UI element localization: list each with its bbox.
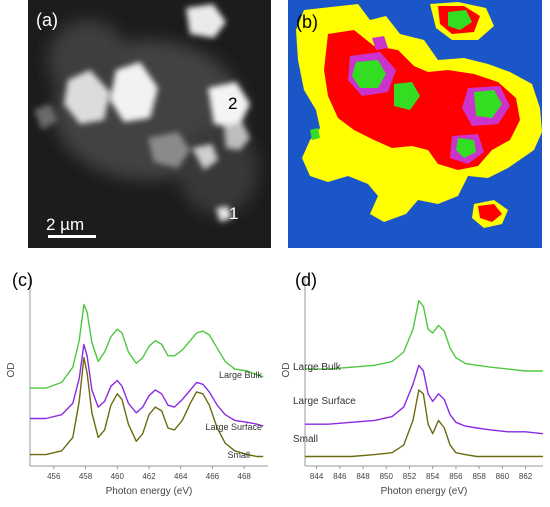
chart-d-series [305,300,544,458]
chart-d-series-label: Small [293,434,318,445]
chart-c-xtick-label: 456 [47,472,61,481]
panel-a-micrograph: (a) 2 1 2 µm [28,0,271,248]
chart-c-ylabel: OD [6,363,17,378]
chart-d-series-large-surface [305,364,544,435]
chart-c-series-large-bulk [30,303,264,389]
panel-a-image: (a) 2 1 2 µm [28,0,271,248]
panel-d-chart: 844 846 848 850 852 854 856 858 860 862 Large Bul… [281,270,544,497]
chart-d-xtick-label: 854 [426,472,440,481]
marker-2: 2 [228,94,237,113]
chart-d-xtick-label: 850 [380,472,394,481]
chart-d-ylabel: OD [281,363,292,378]
chart-d-series-small [305,389,543,458]
chart-d-ticks: 844 846 848 850 852 854 856 858 860 862 [310,466,533,481]
chart-c-xtick-label: 464 [174,472,188,481]
panel-b-map: (b) [288,0,542,248]
chart-d-series-large-bulk [305,300,543,372]
chart-c-xlabel: Photon energy (eV) [106,486,193,497]
panel-b-component-map: (b) [288,0,542,248]
panel-b-label: (b) [296,12,318,32]
chart-c-xtick-label: 468 [238,472,252,481]
scale-bar [48,235,96,238]
panel-c-spectra: 456 458 460 462 464 466 468 Large Bulk Large Su… [0,258,272,502]
chart-c-series-label: Large Surface [205,422,262,432]
scale-bar-label: 2 µm [46,215,84,234]
chart-d-axes [304,276,543,467]
chart-d-xlabel: Photon energy (eV) [381,486,468,497]
chart-d-xtick-label: 846 [333,472,347,481]
chart-c-xtick-label: 460 [111,472,125,481]
chart-c-xtick-label: 462 [142,472,156,481]
chart-c-ticks: 456 458 460 462 464 466 468 [47,466,251,481]
panel-d-label: (d) [295,270,317,290]
chart-c-series-labels: Large Bulk Large Surface Small [205,370,262,460]
chart-d-series-label: Large Bulk [293,362,342,373]
chart-c-xtick-label: 466 [206,472,220,481]
chart-d-xtick-label: 848 [356,472,370,481]
chart-d-xtick-label: 860 [496,472,510,481]
chart-d-xtick-label: 844 [310,472,324,481]
chart-d-series-label: Large Surface [293,396,356,407]
chart-c-series-large-surface [30,343,264,427]
chart-d-xtick-label: 856 [449,472,463,481]
panel-c-label: (c) [12,270,33,290]
panel-c-chart: 456 458 460 462 464 466 468 Large Bulk Large Su… [6,270,268,497]
chart-c-xtick-label: 458 [79,472,93,481]
chart-c-series-label: Large Bulk [219,370,263,380]
chart-c-series [30,303,264,458]
chart-c-series-small [30,357,264,458]
green-region [310,10,502,158]
marker-1: 1 [229,204,238,223]
chart-d-xtick-label: 862 [519,472,533,481]
chart-d-xtick-label: 852 [403,472,417,481]
chart-d-series-labels: Large Bulk Large Surface Small [293,362,356,445]
panel-a-label: (a) [36,10,58,30]
panel-d-spectra: 844 846 848 850 852 854 856 858 860 862 Large Bul… [275,258,550,502]
chart-c-series-label: Small [227,450,250,460]
chart-d-xtick-label: 858 [472,472,486,481]
